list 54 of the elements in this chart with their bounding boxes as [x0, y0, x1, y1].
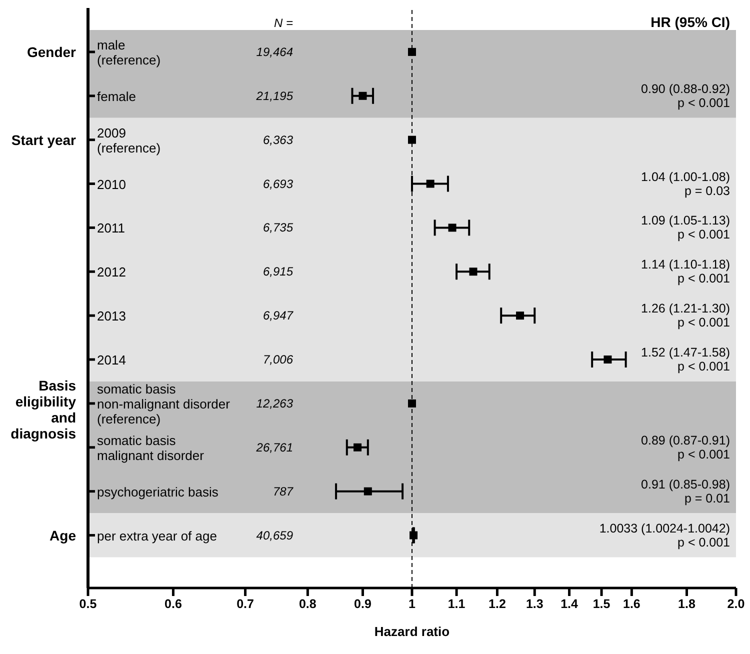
x-tick-label: 2.0 — [727, 597, 745, 611]
annotation: 1.0033 (1.0024-1.0042) p < 0.001 — [599, 521, 730, 550]
band-label: Gender — [26, 44, 77, 60]
annotation: HR (95% CI) — [650, 14, 730, 30]
annotation: 1.04 (1.00-1.08) p = 0.03 — [641, 170, 730, 198]
annotation: 0.91 (0.85-0.98) p = 0.01 — [641, 477, 730, 506]
annotation: 6,735 — [262, 220, 294, 235]
annotation: 21,195 — [255, 88, 294, 103]
x-axis-title: Hazard ratio — [374, 624, 450, 639]
x-tick-label: 1.6 — [623, 597, 640, 611]
y-tick-label: male (reference) — [97, 36, 161, 67]
x-tick-label: 1.2 — [488, 597, 506, 611]
band-label: Start year — [11, 132, 77, 148]
y-tick-label: 2011 — [97, 220, 125, 236]
annotation: 0.89 (0.87-0.91) p < 0.001 — [641, 433, 730, 462]
annotation: 6,947 — [262, 308, 294, 323]
annotation: 19,464 — [256, 44, 294, 59]
x-tick-label: 1.8 — [678, 597, 696, 611]
band-label: Age — [50, 527, 76, 544]
band-label: Basis eligibility and diagnosis — [10, 377, 76, 442]
annotation: 0.90 (0.88-0.92) p < 0.001 — [641, 82, 730, 110]
y-tick-label: per extra year of age — [97, 528, 217, 543]
annotation: 26,761 — [255, 440, 293, 454]
y-tick-label: 2014 — [97, 352, 126, 368]
x-tick-label: 0.6 — [164, 597, 182, 611]
annotation: 6,363 — [262, 132, 294, 147]
y-tick-label: psychogeriatric basis — [97, 484, 219, 499]
annotation: 1.09 (1.05-1.13) p < 0.001 — [641, 214, 730, 242]
y-tick-label: somatic basis malignant disorder — [97, 432, 205, 462]
y-tick-label: 2012 — [97, 264, 126, 280]
y-tick-label: 2010 — [97, 176, 126, 192]
annotation: 1.26 (1.21-1.30) p < 0.001 — [641, 302, 730, 330]
annotation: 1.14 (1.10-1.18) p < 0.001 — [641, 258, 730, 286]
annotation: 40,659 — [256, 528, 294, 542]
y-tick-label: somatic basis non-malignant disorder (reference) — [97, 380, 231, 426]
x-tick-label: 0.9 — [354, 597, 372, 611]
y-tick-label: female — [97, 88, 136, 104]
x-tick-label: 1.1 — [448, 597, 466, 611]
annotation: 12,263 — [256, 396, 294, 410]
x-tick-label: 1.5 — [592, 597, 610, 611]
annotation: N = — [272, 16, 293, 30]
x-tick-label: 0.8 — [299, 597, 316, 611]
annotation: 7,006 — [262, 352, 294, 367]
x-tick-label: 1.3 — [526, 597, 544, 611]
annotation: 1.52 (1.47-1.58) p < 0.001 — [641, 346, 730, 374]
annotation: 6,915 — [262, 264, 294, 279]
x-tick-label: 0.7 — [236, 597, 254, 611]
annotation: 787 — [272, 484, 294, 498]
x-tick-label: 1.4 — [560, 597, 578, 611]
y-tick-label: 2009 (reference) — [97, 124, 161, 155]
annotation: 6,693 — [262, 176, 294, 191]
y-tick-label: 2013 — [97, 308, 126, 324]
x-tick-label: 0.5 — [79, 597, 97, 611]
x-tick-label: 1 — [408, 597, 416, 611]
